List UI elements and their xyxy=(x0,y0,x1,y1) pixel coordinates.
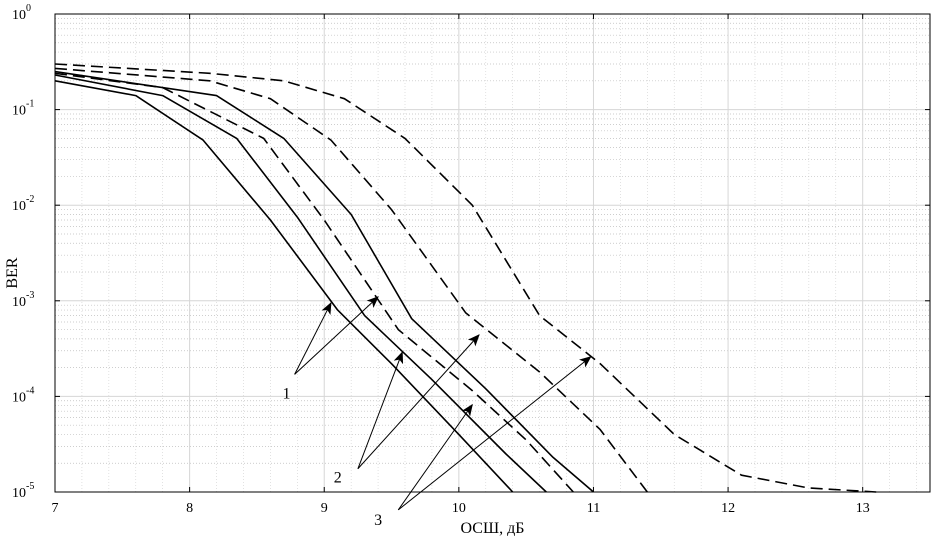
x-tick-label: 11 xyxy=(587,501,600,516)
major-grid xyxy=(54,13,930,493)
x-tick-label: 7 xyxy=(52,501,59,516)
x-axis-label: ОСШ, дБ xyxy=(461,520,525,537)
x-tick-label: 9 xyxy=(321,501,328,516)
annotation-label-2: 2 xyxy=(334,470,342,487)
x-tick-label: 13 xyxy=(856,501,870,516)
y-tick-label: 10-2 xyxy=(12,194,34,214)
annotation-arrow xyxy=(397,403,473,511)
series-line-2 xyxy=(54,74,547,493)
annotation-label-1: 1 xyxy=(283,386,291,403)
y-axis-label: BER xyxy=(4,257,21,288)
y-axis-ticks: 100 10-1 10-2 10-3 10-4 10-5 xyxy=(12,3,930,501)
series-line-4 xyxy=(54,72,574,493)
series-line-3 xyxy=(54,70,595,493)
annotation-label-3: 3 xyxy=(374,512,382,529)
x-tick-label: 8 xyxy=(186,501,193,516)
annotation-arrow xyxy=(357,351,404,469)
annotation-arrow xyxy=(294,302,332,375)
x-tick-label: 12 xyxy=(721,501,735,516)
y-tick-label: 10-3 xyxy=(12,290,34,310)
y-tick-label: 10-1 xyxy=(12,99,34,119)
series-line-1 xyxy=(54,80,514,493)
annotation-arrow xyxy=(294,296,379,375)
y-tick-label: 100 xyxy=(12,3,31,23)
minor-grid xyxy=(55,14,930,492)
plot-frame xyxy=(54,13,931,493)
y-tick-label: 10-4 xyxy=(12,385,34,405)
y-tick-label: 10-5 xyxy=(12,481,34,501)
x-tick-label: 10 xyxy=(452,501,466,516)
annotation-arrow xyxy=(357,334,480,470)
x-axis-ticks: 7 8 9 10 11 12 13 xyxy=(52,14,870,516)
series-layer xyxy=(54,63,877,493)
annotation-layer: 1 2 3 xyxy=(283,296,592,529)
annotation-arrow xyxy=(397,356,592,511)
series-line-6 xyxy=(54,63,877,493)
series-line-5 xyxy=(54,67,648,493)
